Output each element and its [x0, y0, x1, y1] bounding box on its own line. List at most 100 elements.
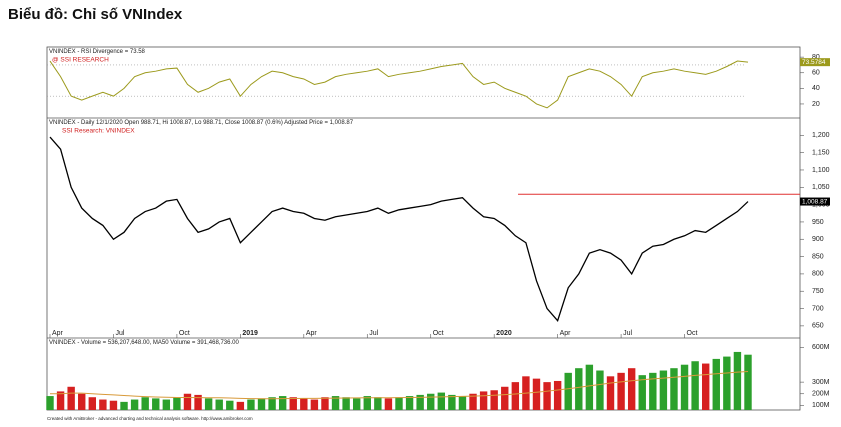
panel-subtitle: @ SSI RESEARCH — [52, 57, 109, 64]
page-title: Biểu đồ: Chỉ số VNIndex — [8, 6, 183, 23]
volume-bar — [257, 398, 266, 410]
volume-bar — [310, 399, 319, 410]
volume-bar — [236, 401, 245, 410]
y-tick-label: 1,200 — [812, 132, 830, 139]
volume-bar — [723, 356, 731, 410]
volume-bar — [194, 394, 202, 410]
volume-bar — [226, 400, 234, 410]
volume-bar — [268, 397, 276, 410]
volume-bar — [204, 398, 213, 410]
volume-bar — [46, 396, 54, 410]
volume-bar — [300, 398, 308, 410]
volume-bar — [733, 351, 742, 410]
panel-subtitle: SSI Research: VNINDEX — [62, 128, 135, 135]
y-tick-label: 100M — [812, 402, 830, 409]
volume-bar — [162, 399, 171, 410]
volume-bar — [680, 364, 689, 410]
volume-bar — [56, 391, 65, 410]
series-line — [49, 136, 749, 322]
panel-title: VNINDEX - Daily 12/1/2020 Open 988.71, H… — [49, 120, 354, 126]
volume-bar — [405, 396, 414, 410]
x-tick-label: Apr — [306, 330, 318, 337]
y-tick-label: 1,150 — [812, 149, 830, 156]
volume-bar — [321, 397, 329, 410]
volume-bar — [67, 386, 75, 410]
y-tick-label: 60 — [812, 70, 820, 77]
y-tick-label: 200M — [812, 391, 830, 398]
volume-bar — [374, 397, 382, 410]
volume-bar — [141, 397, 149, 410]
volume-bar — [109, 400, 118, 410]
y-tick-label: 1,050 — [812, 184, 830, 191]
frame — [46, 46, 801, 411]
x-tick-label: Jul — [623, 330, 632, 337]
volume-bar — [575, 368, 583, 410]
series-line — [50, 371, 749, 400]
volume-bar — [416, 394, 424, 410]
volume-bar — [564, 372, 572, 410]
x-tick-label: Oct — [433, 330, 444, 337]
volume-bar — [78, 393, 86, 410]
y-tick-label: 1,100 — [812, 167, 830, 174]
volume-bar — [173, 397, 181, 410]
badge-bg — [800, 197, 830, 206]
y-tick-label: 300M — [812, 379, 830, 386]
y-tick-label: 20 — [812, 101, 820, 108]
volume-bar — [553, 380, 562, 410]
volume-bar — [501, 386, 509, 410]
volume-bar — [479, 391, 488, 410]
volume-bar — [511, 382, 520, 410]
x-tick-label: Apr — [560, 330, 572, 337]
x-tick-label: Jul — [115, 330, 124, 337]
volume-bar — [152, 398, 160, 410]
x-tick-label: Jul — [369, 330, 378, 337]
volume-bar — [638, 375, 646, 410]
volume-bar — [437, 392, 446, 410]
volume-bar — [88, 397, 97, 410]
volume-bar — [289, 397, 297, 410]
volume-bar — [691, 361, 699, 410]
value-badge: 73.5784 — [802, 59, 826, 66]
x-tick-label: 2019 — [242, 330, 258, 337]
volume-bar — [342, 397, 350, 410]
volume-bar — [627, 368, 636, 410]
y-tick-label: 900 — [812, 236, 824, 243]
y-tick-label: 850 — [812, 253, 824, 260]
volume-bar — [617, 372, 625, 410]
y-tick-label: 700 — [812, 305, 824, 312]
volume-bar — [183, 393, 192, 410]
volume-bar — [278, 396, 287, 410]
y-tick-label: 80 — [812, 54, 820, 61]
volume-bar — [363, 396, 371, 410]
volume-bar — [712, 358, 720, 410]
volume-bar — [331, 396, 340, 410]
volume-bar — [649, 372, 657, 410]
volume-bar — [352, 398, 361, 410]
volume-bar — [701, 363, 710, 410]
volume-bar — [585, 364, 594, 410]
x-tick-label: Oct — [687, 330, 698, 337]
y-tick-label: 950 — [812, 219, 824, 226]
panel-title: VNINDEX - Volume = 536,207,648.00, MA50 … — [49, 340, 239, 346]
volume-bar — [469, 393, 477, 410]
x-tick-label: Apr — [52, 330, 64, 337]
y-tick-label: 40 — [812, 85, 820, 92]
volume-bar — [395, 397, 403, 410]
y-tick-label: 750 — [812, 288, 824, 295]
volume-bar — [130, 399, 139, 410]
volume-bar — [247, 399, 255, 410]
y-tick-label: 600M — [812, 344, 830, 351]
volume-bar — [458, 396, 467, 410]
x-tick-label: Oct — [179, 330, 190, 337]
volume-bar — [670, 368, 678, 410]
volume-bar — [99, 399, 107, 410]
volume-bar — [215, 399, 223, 410]
volume-bar — [384, 398, 393, 410]
value-badge: 1,008.87 — [802, 198, 828, 205]
volume-bar — [543, 382, 551, 410]
volume-bar — [744, 354, 752, 410]
volume-bar — [120, 401, 128, 410]
volume-bar — [532, 378, 541, 410]
y-tick-label: 800 — [812, 271, 824, 278]
